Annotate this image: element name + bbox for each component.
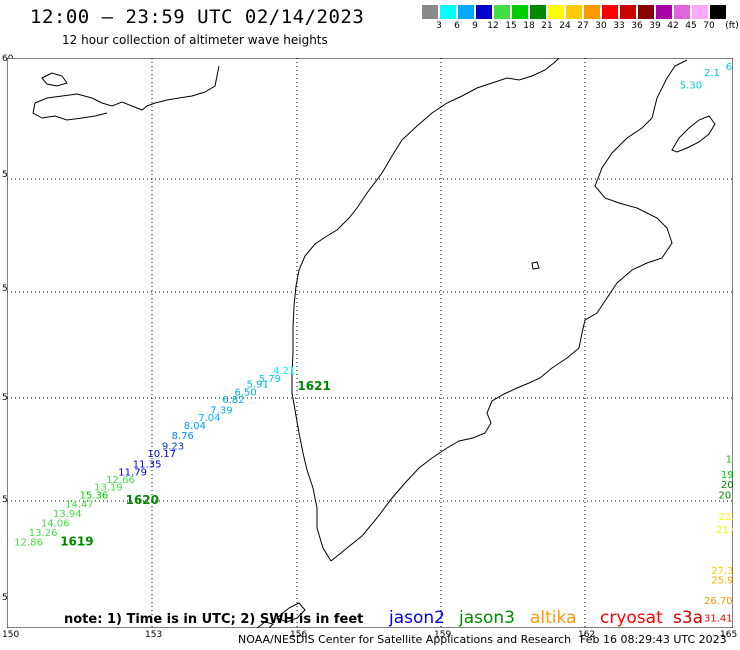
altimeter-track: 4.215.795.916.506.827.397.048.048.769.23… bbox=[14, 366, 295, 548]
lon-label-165: 165 bbox=[720, 630, 738, 640]
legend-label: 9 bbox=[472, 21, 478, 31]
legend-swatch bbox=[656, 5, 672, 19]
wave-height-label: 12.86 bbox=[14, 538, 43, 549]
sat-jason3: jason3 bbox=[459, 608, 515, 628]
wave-height-label: 11.35 bbox=[133, 460, 162, 471]
wave-height-label: 5.30 bbox=[680, 80, 702, 91]
legend-label: 30 bbox=[595, 21, 607, 31]
wave-height-label: 10.17 bbox=[147, 449, 176, 460]
footer-timestamp: Feb 16 08:29:43 UTC 2023 bbox=[580, 633, 727, 646]
lon-label-159: 159 bbox=[434, 630, 452, 640]
legend-swatch bbox=[566, 5, 582, 19]
wave-height-label: 13.26 bbox=[29, 528, 58, 539]
legend-label: 70 bbox=[703, 21, 715, 31]
wave-height-label: 7.04 bbox=[198, 413, 220, 424]
time-label: 1619 bbox=[60, 535, 93, 549]
wave-height-label: 19 bbox=[721, 470, 733, 481]
wave-height-label: 2.1 bbox=[704, 68, 720, 79]
wave-height-label: 5.91 bbox=[247, 379, 269, 390]
legend-label: 27 bbox=[577, 21, 589, 31]
map-subtitle: 12 hour collection of altimeter wave hei… bbox=[62, 33, 328, 47]
sat-jason2: jason2 bbox=[389, 608, 445, 628]
lon-label-156: 156 bbox=[290, 630, 308, 640]
wave-height-label: 6.82 bbox=[222, 395, 244, 406]
wave-height-label: 4.21 bbox=[273, 366, 295, 377]
coastline bbox=[32, 58, 716, 628]
legend-label: 12 bbox=[487, 21, 499, 31]
footer-organization: NOAA/NESDIS Center for Satellite Applica… bbox=[238, 633, 572, 646]
legend-label: 24 bbox=[559, 21, 571, 31]
wave-height-label: 13.94 bbox=[53, 509, 82, 520]
lon-label-162: 162 bbox=[578, 630, 596, 640]
legend-swatch bbox=[692, 5, 708, 19]
legend-swatch bbox=[638, 5, 654, 19]
map-frame bbox=[7, 58, 733, 628]
wave-height-label: 22. bbox=[719, 512, 734, 523]
sat-cryosat: cryosat bbox=[600, 608, 663, 628]
wave-height-label: 26.70 bbox=[704, 596, 733, 607]
time-label: 1620 bbox=[126, 493, 159, 507]
legend-label: 21 bbox=[541, 21, 553, 31]
footer-note: note: 1) Time is in UTC; 2) SWH is in fe… bbox=[64, 612, 364, 627]
wave-height-label: 14.06 bbox=[41, 518, 70, 529]
wave-height-label: 7.39 bbox=[210, 405, 232, 416]
legend-swatch bbox=[548, 5, 564, 19]
legend-label: 36 bbox=[631, 21, 643, 31]
wave-height-label: 9.23 bbox=[162, 442, 184, 453]
legend-swatch bbox=[602, 5, 618, 19]
sat-s3a: s3a bbox=[673, 608, 704, 628]
legend-swatch bbox=[512, 5, 528, 19]
legend-label: 33 bbox=[613, 21, 625, 31]
time-label: 1621 bbox=[297, 379, 330, 393]
wave-height-label: 20. bbox=[719, 490, 734, 501]
legend-label: 18 bbox=[523, 21, 535, 31]
legend-swatch bbox=[530, 5, 546, 19]
legend-unit: (ft) bbox=[725, 21, 739, 31]
legend-label: 42 bbox=[667, 21, 679, 31]
wave-height-label: 6.50 bbox=[235, 387, 257, 398]
time-labels: 1621 1620 1619 bbox=[60, 379, 331, 548]
wave-height-label: 11.79 bbox=[118, 467, 147, 478]
legend-label: 39 bbox=[649, 21, 661, 31]
wave-height-label: 21.0 bbox=[716, 525, 733, 536]
map-area: 4.215.795.916.506.827.397.048.048.769.23… bbox=[7, 58, 733, 628]
lon-label-150: 150 bbox=[2, 630, 20, 640]
legend-swatch bbox=[476, 5, 492, 19]
wave-height-label: 6 bbox=[726, 62, 732, 73]
legend-swatch bbox=[620, 5, 636, 19]
wave-height-label: 25.9 bbox=[711, 576, 733, 587]
lon-label-153: 153 bbox=[145, 630, 163, 640]
wave-height-label: 31.41 bbox=[704, 614, 733, 625]
wave-height-label: 8.76 bbox=[172, 431, 194, 442]
sat-altika: altika bbox=[530, 608, 577, 628]
legend-swatch bbox=[422, 5, 438, 19]
wave-height-label: 14.47 bbox=[65, 499, 94, 510]
map-title: 12:00 – 23:59 UTC 02/14/2023 bbox=[30, 6, 365, 28]
legend-label: 3 bbox=[436, 21, 442, 31]
legend-swatch bbox=[584, 5, 600, 19]
legend-label: 15 bbox=[505, 21, 517, 31]
wave-height-label: 5.79 bbox=[259, 374, 281, 385]
legend-swatch bbox=[674, 5, 690, 19]
legend-swatch bbox=[440, 5, 456, 19]
legend-swatch bbox=[494, 5, 510, 19]
wave-height-label: 20 bbox=[721, 480, 733, 491]
wave-height-label: 8.04 bbox=[184, 421, 206, 432]
wave-height-label: 18 bbox=[726, 454, 733, 465]
legend-label: 6 bbox=[454, 21, 460, 31]
legend-swatch bbox=[710, 5, 726, 19]
wave-height-label: 27.3 bbox=[711, 566, 733, 577]
legend-swatch bbox=[458, 5, 474, 19]
wave-height-label: 12.66 bbox=[106, 475, 135, 486]
gridlines bbox=[7, 58, 733, 628]
wave-height-label: 13.19 bbox=[94, 483, 123, 494]
wave-height-label: 15.36 bbox=[80, 490, 109, 501]
legend-label: 45 bbox=[685, 21, 697, 31]
